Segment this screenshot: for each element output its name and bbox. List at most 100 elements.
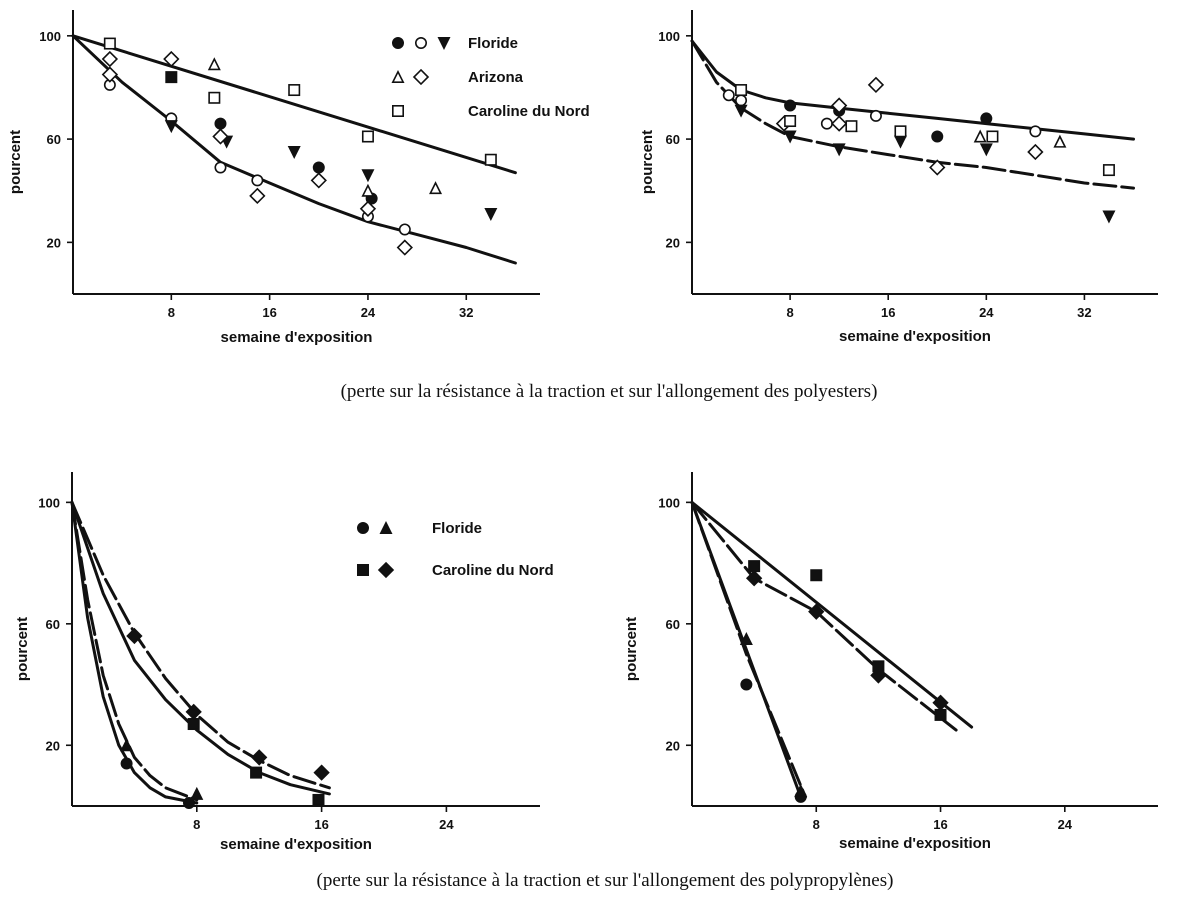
data-point-diamond-open: [163, 50, 180, 68]
x-tick-label: 8: [813, 817, 820, 832]
data-point-triangle-down-filled: [1102, 210, 1116, 224]
x-tick-label: 16: [881, 305, 895, 320]
chart-polyester-left: 8 16 24 32 20 60 100 semaine d'exposition pource…: [7, 10, 590, 346]
caption-polypropylenes: (perte sur la résistance à la traction e…: [317, 870, 894, 891]
data-point-triangle-open: [207, 57, 221, 71]
x-axis-title: semaine d'exposition: [221, 329, 373, 346]
caption-polyesters: (perte sur la résistance à la traction e…: [341, 381, 878, 402]
data-point-diamond-filled: [808, 603, 825, 620]
data-point-square-filled: [250, 766, 263, 779]
x-tick-label: 16: [314, 817, 328, 832]
data-point-triangle-down-filled: [287, 146, 301, 159]
data-point-diamond-open: [101, 50, 119, 68]
data-point-diamond-open: [310, 172, 327, 189]
data-point-diamond-open: [101, 66, 119, 83]
data-point-square-filled: [187, 718, 200, 731]
legend-marker-diamond-open: [412, 68, 430, 86]
data-point-square-open: [784, 115, 797, 128]
data-point-diamond-open: [831, 97, 848, 114]
data-point-triangle-open: [973, 129, 987, 143]
data-point-diamond-filled: [745, 570, 763, 587]
x-tick-label: 16: [933, 817, 947, 832]
data-point-diamond-open: [396, 239, 413, 256]
data-point-triangle-open: [361, 183, 375, 197]
data-point-diamond-open: [867, 76, 885, 94]
legend-marker-square-filled: [356, 563, 369, 576]
legend-label: Caroline du Nord: [468, 103, 590, 120]
data-point-diamond-filled: [313, 764, 330, 781]
x-axis-title: semaine d'exposition: [839, 328, 991, 345]
data-point-circle-open: [398, 223, 411, 236]
legend-marker-square-open: [391, 105, 404, 118]
x-tick-label: 8: [786, 305, 793, 320]
data-point-diamond-filled: [251, 749, 268, 766]
data-point-circle-filled: [214, 117, 227, 130]
y-tick-label: 20: [47, 235, 61, 250]
data-point-circle-filled: [980, 112, 993, 125]
x-tick-label: 8: [168, 305, 175, 320]
trend-curve-solid: [690, 500, 974, 729]
trend-curve-solid: [71, 34, 517, 265]
y-tick-label: 20: [666, 738, 680, 753]
x-tick-label: 32: [1077, 305, 1091, 320]
trend-curve-solid: [690, 39, 1135, 141]
data-point-triangle-filled: [190, 786, 204, 800]
y-tick-label: 60: [47, 132, 61, 147]
trend-curve-solid: [70, 500, 331, 796]
data-point-triangle-down-filled: [164, 120, 178, 134]
data-point-square-open: [894, 125, 907, 138]
data-point-circle-open: [1029, 125, 1042, 138]
data-point-triangle-filled: [794, 783, 808, 797]
data-point-diamond-open: [212, 128, 229, 145]
y-tick-label: 20: [46, 738, 60, 753]
data-point-square-filled: [312, 793, 325, 806]
y-tick-label: 100: [39, 29, 61, 44]
y-axis-title: pourcent: [623, 617, 640, 681]
legend-label: Floride: [432, 520, 482, 537]
legend-marker-triangle-filled: [379, 521, 393, 535]
data-point-triangle-down-filled: [832, 143, 846, 157]
data-point-square-filled: [934, 708, 947, 721]
data-point-diamond-filled: [126, 627, 143, 645]
data-point-diamond-filled: [185, 703, 202, 721]
x-axis-title: semaine d'exposition: [839, 835, 991, 852]
data-point-circle-open: [214, 161, 227, 174]
data-point-triangle-down-filled: [979, 143, 993, 157]
data-point-triangle-down-filled: [361, 169, 375, 183]
data-point-diamond-open: [1027, 143, 1044, 161]
x-tick-label: 24: [439, 817, 454, 832]
data-point-triangle-down-filled: [783, 130, 797, 144]
data-point-diamond-open: [929, 159, 946, 176]
chart-polypropylene-right: 8 16 24 20 60 100 semaine d'exposition pourcent: [623, 472, 1158, 852]
data-point-square-open: [103, 37, 116, 50]
y-tick-label: 100: [658, 495, 680, 510]
y-axis-title: pourcent: [14, 617, 31, 681]
data-point-square-open: [361, 130, 374, 143]
x-tick-label: 16: [262, 305, 276, 320]
data-point-circle-open: [722, 89, 735, 102]
legend-label: Floride: [468, 35, 518, 52]
data-point-square-open: [986, 130, 999, 143]
y-tick-label: 20: [666, 235, 680, 250]
data-point-triangle-open: [429, 181, 443, 195]
y-tick-label: 100: [38, 495, 60, 510]
trend-curve-dashed: [70, 500, 331, 790]
x-tick-label: 24: [1058, 817, 1073, 832]
data-point-square-open: [484, 153, 497, 166]
chart-polypropylene-left: 8 16 24 20 60 100 semaine d'exposition pourcent…: [14, 472, 554, 853]
x-tick-label: 8: [193, 817, 200, 832]
legend-marker-circle-open: [414, 36, 427, 49]
data-point-triangle-open: [1053, 134, 1067, 148]
data-point-square-open: [735, 84, 748, 97]
data-point-diamond-open: [831, 115, 848, 132]
data-point-diamond-filled: [870, 667, 887, 684]
legend-marker-diamond-filled: [377, 561, 395, 579]
data-point-triangle-down-filled: [484, 207, 498, 221]
data-point-triangle-down-filled: [734, 104, 748, 118]
data-point-diamond-open: [249, 187, 266, 205]
legend-marker-circle-filled: [356, 521, 369, 534]
x-axis-title: semaine d'exposition: [220, 836, 372, 853]
y-axis-title: pourcent: [639, 130, 656, 194]
data-point-square-open: [845, 120, 858, 133]
